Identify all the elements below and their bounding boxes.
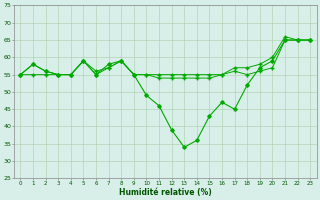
X-axis label: Humidité relative (%): Humidité relative (%) bbox=[119, 188, 212, 197]
